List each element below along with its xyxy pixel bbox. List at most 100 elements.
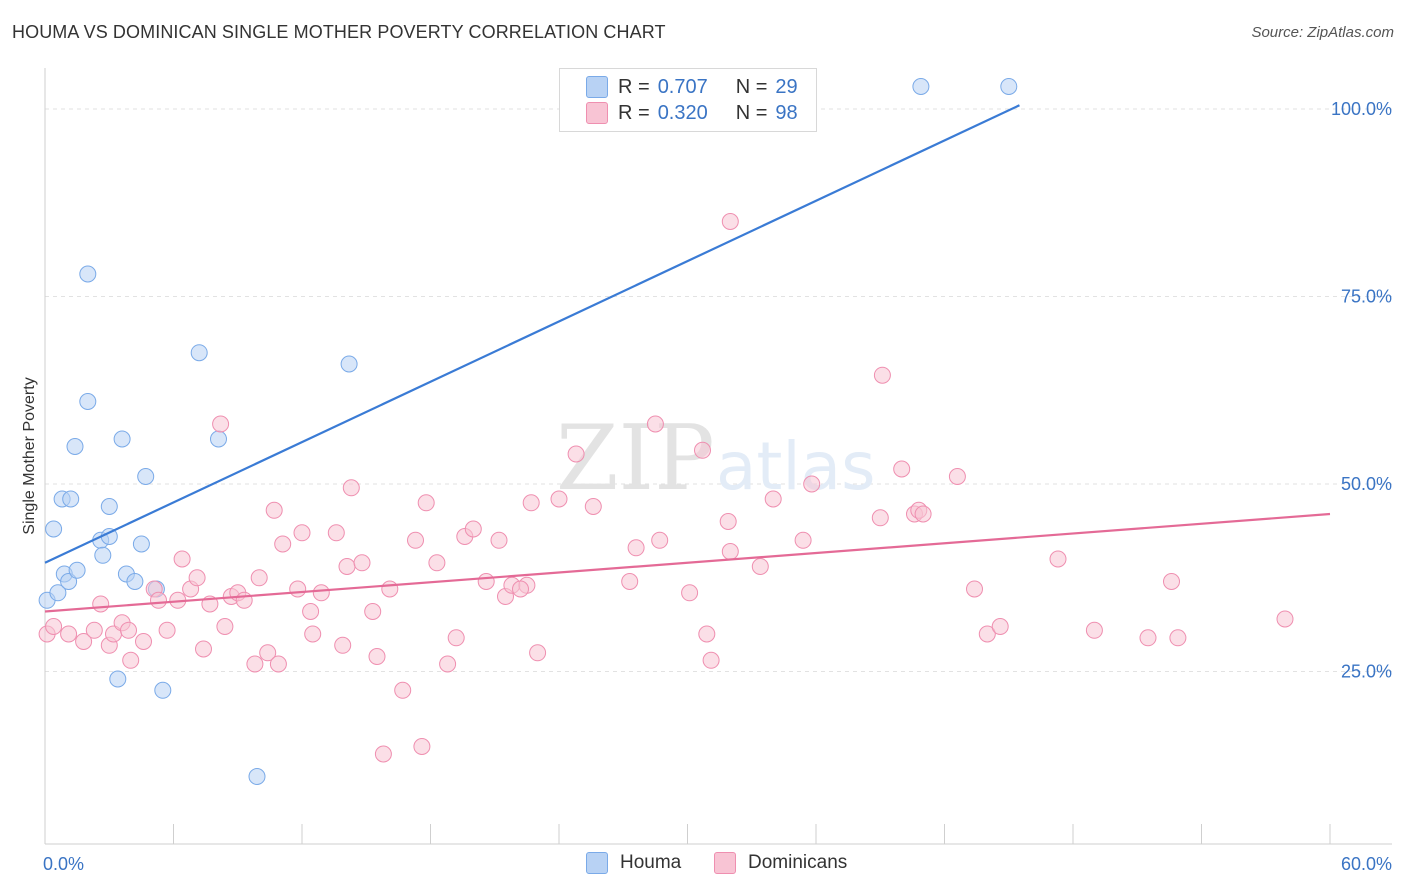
dominicans-point	[259, 644, 277, 662]
houma-legend-label: Houma	[620, 852, 682, 873]
dominicans-point	[368, 648, 386, 665]
houma-point	[154, 681, 172, 699]
dominicans-legend-label: Dominicans	[748, 852, 848, 873]
y-tick-label: 25.0%	[1341, 662, 1392, 682]
n-label: N =	[735, 75, 768, 98]
correlation-legend: R = 0.707 N = 29 R = 0.320 N = 98	[559, 68, 817, 132]
dominicans-point	[584, 498, 602, 515]
dominicans-swatch	[586, 102, 608, 124]
dominicans-point	[75, 633, 93, 650]
dominicans-n-value: 98	[775, 101, 798, 124]
dominicans-point	[374, 745, 392, 763]
houma-point	[113, 430, 131, 448]
dominicans-point	[719, 513, 737, 530]
dominicans-point	[265, 501, 283, 519]
chart-title: HOUMA VS DOMINICAN SINGLE MOTHER POVERTY…	[12, 22, 666, 42]
watermark-atlas: atlas	[716, 428, 876, 505]
y-tick-label: 75.0%	[1341, 287, 1392, 307]
dominicans-point	[293, 524, 311, 542]
dominicans-point	[122, 651, 140, 669]
dominicans-point	[135, 633, 152, 650]
dominicans-point	[702, 651, 720, 669]
dominican-points	[38, 213, 1294, 763]
dominicans-point	[464, 520, 482, 538]
dominicans-point	[413, 738, 431, 755]
dominicans-point	[195, 640, 212, 658]
dominicans-point	[60, 625, 78, 643]
dominicans-point	[1169, 629, 1187, 647]
houma-r-value: 0.707	[657, 75, 708, 98]
dominicans-point	[353, 554, 371, 572]
dominicans-point	[803, 475, 821, 493]
dominicans-point	[512, 580, 529, 598]
dominicans-point	[216, 618, 234, 635]
dominicans-point	[304, 625, 322, 643]
dominicans-point	[529, 644, 547, 662]
houma-legend-swatch	[586, 852, 608, 874]
houma-point	[912, 78, 930, 95]
dominicans-point	[490, 531, 508, 549]
dominicans-point	[948, 468, 966, 485]
y-tick-labels: 25.0% 50.0% 75.0% 100.0%	[1331, 99, 1392, 682]
houma-swatch	[586, 76, 608, 98]
dominicans-trend-line	[44, 512, 1331, 613]
dominicans-point	[334, 636, 352, 654]
dominicans-point	[428, 554, 446, 572]
dominicans-point	[694, 441, 711, 459]
dominicans-point	[721, 213, 739, 230]
dominicans-point	[627, 539, 645, 557]
houma-point	[100, 498, 118, 515]
dominicans-point	[417, 494, 435, 512]
legend-row-houma: R = 0.707 N = 29	[586, 75, 798, 99]
dominicans-point	[550, 490, 568, 508]
dominicans-point	[871, 509, 889, 527]
dominicans-point	[92, 595, 110, 613]
y-tick-label: 100.0%	[1331, 99, 1392, 119]
dominicans-point	[342, 479, 360, 497]
dominicans-point	[289, 580, 307, 598]
houma-point	[126, 573, 144, 590]
houma-point	[79, 265, 97, 283]
dominicans-point	[751, 558, 769, 575]
dominicans-point	[274, 535, 292, 553]
dominicans-point	[1276, 610, 1294, 628]
houma-point	[132, 535, 150, 553]
dominicans-point	[158, 621, 176, 639]
dominicans-point	[621, 573, 639, 590]
dominicans-point	[698, 625, 716, 643]
dominicans-point	[978, 625, 996, 643]
dominicans-point	[85, 621, 103, 639]
houma-point	[94, 546, 112, 564]
dominicans-point	[327, 524, 345, 542]
r-label: R =	[618, 75, 650, 98]
dominicans-point	[646, 415, 664, 433]
dominicans-point	[651, 531, 669, 549]
dominicans-point	[873, 366, 891, 384]
legend-row-dominicans: R = 0.320 N = 98	[586, 101, 798, 125]
legend-item-dominicans: Dominicans	[714, 852, 847, 874]
dominicans-point	[966, 580, 983, 598]
dominicans-point	[235, 591, 253, 609]
houma-point	[66, 438, 84, 455]
houma-point	[137, 468, 155, 485]
houma-point	[340, 355, 358, 373]
dominicans-point	[914, 505, 932, 523]
dominicans-point	[893, 460, 911, 478]
dominicans-point	[1139, 629, 1157, 647]
houma-trend-line	[44, 104, 1020, 564]
gridlines	[45, 108, 1392, 672]
trend-lines	[44, 104, 1331, 613]
dominicans-point	[681, 584, 699, 602]
houma-point	[79, 393, 97, 410]
dominicans-r-value: 0.320	[657, 101, 708, 124]
dominicans-point	[250, 569, 268, 587]
dominicans-point	[794, 531, 812, 549]
houma-point	[62, 490, 80, 508]
dominicans-point	[1049, 550, 1067, 568]
x-tick-label: 60.0%	[1341, 854, 1392, 874]
houma-point	[109, 670, 127, 688]
houma-n-value: 29	[775, 75, 798, 98]
houma-point	[1000, 78, 1018, 95]
dominicans-point	[1163, 573, 1180, 590]
